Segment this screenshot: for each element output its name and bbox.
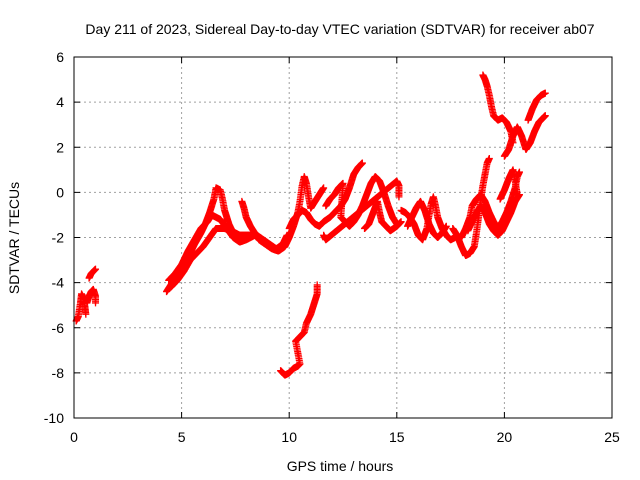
data-point-marker [82,310,90,318]
data-point-marker [395,193,403,201]
x-tick-label: 0 [70,429,78,445]
tick-labels: 0 5 10 15 20 25 -10 -8 -6 -4 -2 0 2 4 6 [44,49,620,445]
data-point-marker [92,299,100,307]
x-axis-label: GPS time / hours [287,458,394,474]
x-tick-label: 20 [497,429,513,445]
y-tick-label: 6 [56,49,64,65]
data-point-marker [92,265,100,273]
x-tick-label: 15 [389,429,405,445]
data-point-marker [442,222,450,230]
x-tick-label: 25 [604,429,620,445]
data-points [72,71,549,379]
x-tick-label: 5 [178,429,186,445]
data-point-marker [320,184,328,192]
y-tick-label: 2 [56,139,64,155]
x-tick-label: 10 [281,429,297,445]
y-tick-label: -2 [52,230,65,246]
data-point-marker [313,281,321,289]
y-tick-label: -8 [52,365,65,381]
y-tick-label: -6 [52,320,65,336]
y-tick-label: -10 [44,410,64,426]
y-tick-label: 4 [56,94,64,110]
data-point-marker [485,155,493,163]
axis-ticks [73,56,613,419]
data-point-marker [513,191,521,199]
data-point-marker [541,112,549,120]
data-point-marker [541,89,549,97]
data-point-marker [397,218,405,226]
data-point-marker [358,159,366,167]
y-tick-label: 0 [56,184,64,200]
y-axis-label: SDTVAR / TECUs [6,182,22,294]
y-tick-label: -4 [52,275,65,291]
chart-title: Day 211 of 2023, Sidereal Day-to-day VTE… [85,21,594,37]
data-point-marker [515,168,523,176]
